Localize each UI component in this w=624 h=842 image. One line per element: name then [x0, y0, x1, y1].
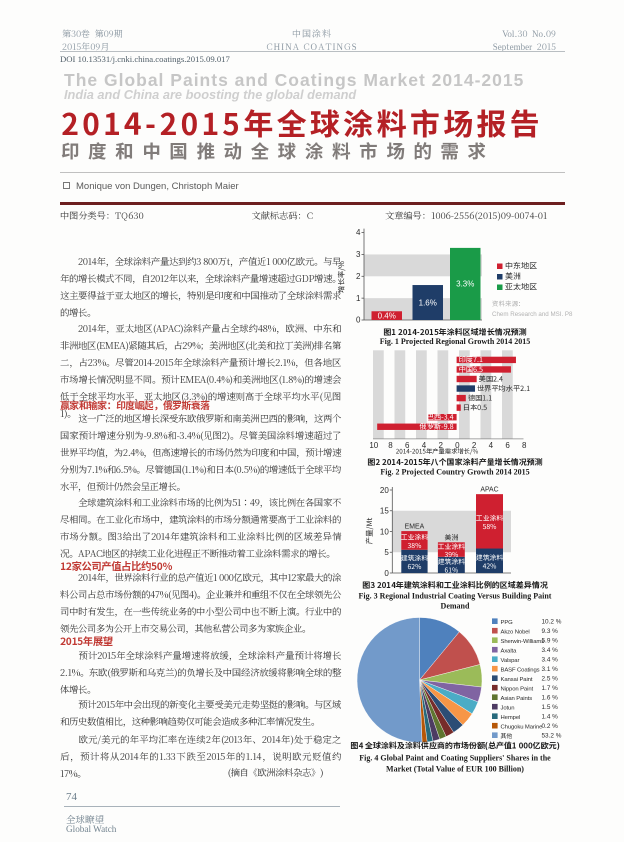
svg-text:Market (Total Value of EUR 100: Market (Total Value of EUR 100 Billion) — [386, 765, 524, 774]
svg-text:Hempel: Hempel — [501, 715, 521, 721]
svg-text:3: 3 — [356, 250, 361, 259]
svg-text:Fig. 2 Projected Country Gro: Fig. 2 Projected Country Growth 2014 201… — [380, 468, 529, 477]
svg-text:建筑涂料: 建筑涂料 — [476, 552, 503, 562]
svg-text:Demand: Demand — [441, 601, 470, 610]
svg-text:德国1.1: 德国1.1 — [468, 393, 492, 403]
svg-text:图3 2014年建筑涂料和工业涂料比例的区域差异情况: 图3 2014年建筑涂料和工业涂料比例的区域差异情况 — [362, 580, 547, 591]
svg-text:1.7 %: 1.7 % — [542, 685, 559, 692]
svg-text:Valspar: Valspar — [501, 658, 520, 664]
svg-text:Chugoku Marine: Chugoku Marine — [501, 724, 544, 730]
svg-text:8: 8 — [522, 441, 527, 450]
svg-text:工业涂料: 工业涂料 — [401, 532, 428, 542]
svg-text:亚太地区: 亚太地区 — [504, 282, 537, 293]
svg-text:中东地区: 中东地区 — [505, 261, 537, 272]
svg-text:0: 0 — [356, 316, 361, 325]
svg-text:巴西-3.4: 巴西-3.4 — [427, 413, 454, 423]
svg-text:工业涂料: 工业涂料 — [476, 513, 503, 523]
svg-text:10: 10 — [369, 441, 378, 450]
svg-text:建筑涂料: 建筑涂料 — [438, 556, 465, 566]
svg-text:美洲: 美洲 — [505, 271, 521, 282]
svg-text:2: 2 — [356, 272, 361, 281]
svg-text:俄罗斯-9.8: 俄罗斯-9.8 — [420, 422, 454, 432]
svg-text:Akzo Nobel: Akzo Nobel — [501, 629, 530, 635]
svg-text:增长率/%: 增长率/% — [336, 261, 347, 293]
svg-text:资料来源：: 资料来源： — [492, 298, 525, 308]
svg-text:1: 1 — [356, 294, 361, 303]
svg-text:8: 8 — [388, 441, 393, 450]
svg-text:Sherwin-Williams: Sherwin-Williams — [501, 639, 545, 645]
svg-text:PPG: PPG — [501, 620, 514, 626]
svg-text:建筑涂料: 建筑涂料 — [401, 553, 428, 563]
svg-text:Fig. 1 Projected Regional Gro: Fig. 1 Projected Regional Growth 2014 20… — [380, 337, 531, 346]
svg-text:9.3 %: 9.3 % — [542, 628, 559, 635]
svg-text:39%: 39% — [444, 549, 458, 559]
svg-text:Nippon Paint: Nippon Paint — [501, 686, 534, 692]
svg-text:0.4%: 0.4% — [378, 311, 396, 320]
svg-text:Fig. 3 Regional Industrial C: Fig. 3 Regional Industrial Coating Versu… — [359, 592, 552, 601]
svg-text:图4 全球涂料及涂料供应商的市场份额(总产值1 000亿欧: 图4 全球涂料及涂料供应商的市场份额(总产值1 000亿欧元) — [350, 741, 559, 752]
svg-text:0: 0 — [455, 441, 460, 450]
svg-text:2: 2 — [472, 441, 477, 450]
svg-text:1.5 %: 1.5 % — [542, 704, 559, 711]
svg-text:38%: 38% — [408, 540, 422, 550]
svg-text:5: 5 — [384, 548, 389, 557]
svg-text:Fig. 4 Global Paint and Coati: Fig. 4 Global Paint and Coating Supplier… — [359, 754, 551, 763]
svg-text:Axalta: Axalta — [501, 648, 518, 654]
svg-text:0.2 %: 0.2 % — [542, 723, 559, 730]
svg-text:2014-2015年产量需求增长/%: 2014-2015年产量需求增长/% — [396, 447, 479, 456]
svg-text:1.6 %: 1.6 % — [542, 695, 559, 702]
svg-text:6: 6 — [405, 441, 410, 450]
svg-text:20: 20 — [380, 486, 389, 495]
svg-text:Asian Paints: Asian Paints — [501, 696, 533, 702]
svg-text:世界平均水平2.1: 世界平均水平2.1 — [477, 384, 530, 394]
svg-text:4: 4 — [356, 228, 361, 237]
svg-text:5.9 %: 5.9 % — [542, 638, 559, 645]
svg-text:2: 2 — [438, 441, 443, 450]
svg-text:6: 6 — [505, 441, 510, 450]
svg-text:BASF Coatings: BASF Coatings — [501, 667, 540, 673]
svg-text:62%: 62% — [408, 561, 422, 571]
svg-text:印度7.1: 印度7.1 — [459, 355, 483, 365]
svg-text:3.3%: 3.3% — [456, 280, 474, 289]
svg-text:2.5 %: 2.5 % — [542, 676, 559, 683]
svg-text:Kansai Paint: Kansai Paint — [501, 677, 533, 683]
svg-text:美洲: 美洲 — [444, 532, 458, 542]
svg-text:42%: 42% — [483, 560, 497, 570]
svg-text:58%: 58% — [483, 521, 497, 531]
svg-text:1.4 %: 1.4 % — [542, 714, 559, 721]
svg-text:EMEA: EMEA — [405, 524, 425, 531]
svg-text:10.2 %: 10.2 % — [542, 619, 562, 626]
svg-text:61%: 61% — [444, 565, 458, 575]
svg-text:1.6%: 1.6% — [419, 298, 437, 307]
svg-text:图2 2014-2015年八个国家涂料产量增长情况预测: 图2 2014-2015年八个国家涂料产量增长情况预测 — [367, 457, 542, 468]
svg-text:美国2.4: 美国2.4 — [479, 374, 503, 384]
svg-text:15: 15 — [380, 507, 389, 516]
svg-text:10: 10 — [380, 527, 389, 536]
svg-text:3.4 %: 3.4 % — [542, 647, 559, 654]
svg-text:3.4 %: 3.4 % — [542, 657, 559, 664]
svg-text:4: 4 — [489, 441, 494, 450]
svg-text:Chem Research and MSI. P8: Chem Research and MSI. P8 — [492, 311, 573, 318]
svg-text:Jotun: Jotun — [501, 705, 515, 711]
svg-text:53.2 %: 53.2 % — [542, 733, 562, 740]
svg-text:产量/Mt: 产量/Mt — [364, 518, 375, 545]
svg-text:3.1 %: 3.1 % — [542, 666, 559, 673]
svg-text:中国6.5: 中国6.5 — [459, 365, 483, 375]
svg-text:4: 4 — [422, 441, 427, 450]
svg-text:APAC: APAC — [480, 487, 498, 494]
svg-text:图1 2014-2015年涂料区域增长情况预测: 图1 2014-2015年涂料区域增长情况预测 — [383, 327, 526, 338]
svg-text:工业涂料: 工业涂料 — [438, 541, 465, 551]
svg-text:0: 0 — [384, 569, 389, 578]
svg-text:日本0.5: 日本0.5 — [463, 403, 487, 413]
svg-text:其他: 其他 — [501, 731, 514, 740]
